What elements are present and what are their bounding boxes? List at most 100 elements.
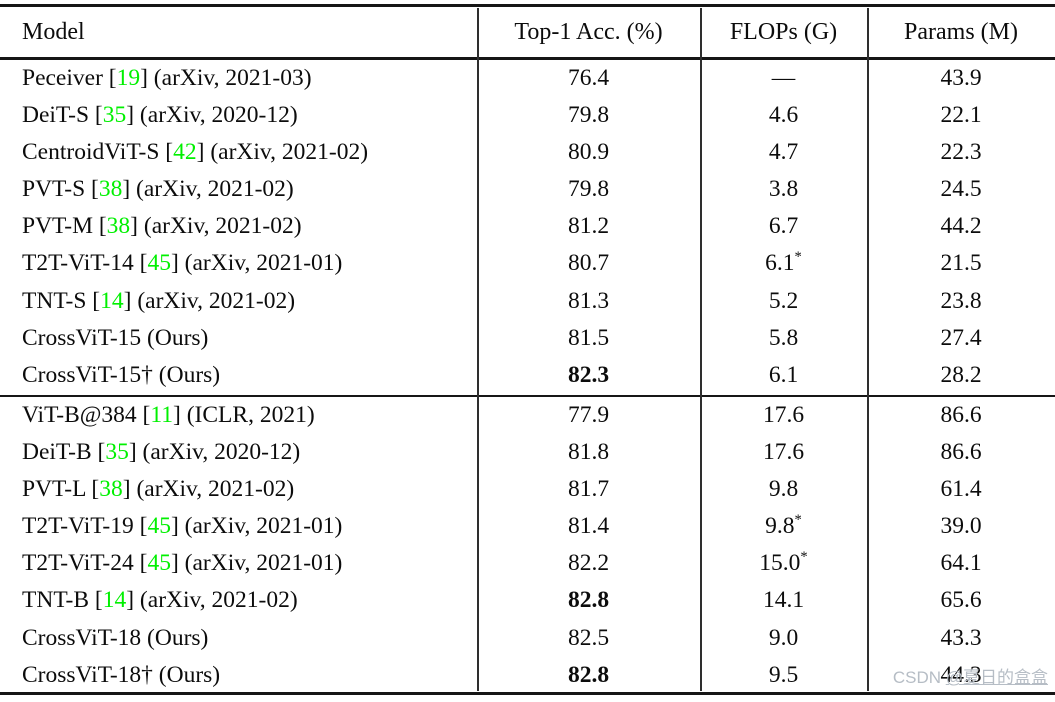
top1-acc-cell: 77.9 — [477, 397, 700, 434]
table-row: CrossViT-15† (Ours) 82.3 6.1 28.2 — [0, 357, 1055, 394]
model-name: CentroidViT-S [ — [22, 138, 174, 165]
params-cell: 61.4 — [867, 471, 1055, 508]
flops-cell: 9.0 — [700, 620, 867, 657]
top1-acc-value: 81.5 — [567, 324, 610, 351]
model-name: DeiT-S [ — [22, 101, 103, 128]
top1-acc-cell: 81.5 — [477, 320, 700, 357]
top1-acc-cell: 81.7 — [477, 471, 700, 508]
flops-cell: 6.1* — [700, 245, 867, 282]
flops-value: 4.7 — [768, 138, 799, 165]
flops-value: 9.5 — [768, 661, 799, 688]
params-value: 43.9 — [940, 64, 982, 91]
top1-acc-cell: 82.2 — [477, 545, 700, 582]
flops-cell: 9.8 — [700, 471, 867, 508]
flops-value: 5.8 — [768, 324, 799, 351]
top1-acc-value: 82.8 — [567, 587, 610, 614]
params-cell: 22.1 — [867, 97, 1055, 134]
model-name-suffix: ] (arXiv, 2021-01) — [170, 550, 343, 577]
citation-number: 45 — [147, 550, 171, 577]
table-row: CentroidViT-S [42] (arXiv, 2021-02) 80.9… — [0, 134, 1055, 171]
citation-number: 19 — [116, 64, 141, 91]
flops-value: 3.8 — [768, 176, 799, 203]
model-name: Peceiver [ — [22, 64, 117, 91]
table-top-rule — [0, 4, 1055, 7]
flops-cell: 9.8* — [700, 508, 867, 545]
params-cell: 24.5 — [867, 171, 1055, 208]
column-header-flops: FLOPs (G) — [729, 19, 838, 45]
top1-acc-value: 82.8 — [567, 661, 610, 688]
model-name: PVT-L [ — [22, 475, 100, 502]
flops-asterisk: * — [800, 549, 808, 566]
table-row: CrossViT-18 (Ours) 82.5 9.0 43.3 — [0, 620, 1055, 657]
model-name-suffix: ] (arXiv, 2021-02) — [126, 587, 298, 614]
flops-value: 6.7 — [768, 213, 799, 240]
top1-acc-value: 76.4 — [567, 64, 610, 91]
table-row: T2T-ViT-24 [45] (arXiv, 2021-01) 82.2 15… — [0, 545, 1055, 582]
top1-acc-cell: 80.7 — [477, 245, 700, 282]
params-cell: 28.2 — [867, 357, 1055, 394]
flops-cell: 9.5 — [700, 657, 867, 694]
flops-cell: 17.6 — [700, 434, 867, 471]
flops-value: 4.6 — [768, 101, 799, 128]
flops-cell: 6.7 — [700, 208, 867, 245]
model-name-suffix: ] (arXiv, 2020-12) — [128, 438, 301, 465]
csdn-watermark: CSDN @夏日的盒盒 — [893, 667, 1048, 689]
table-bottom-rule — [0, 691, 1055, 695]
model-cell: PVT-M [38] (arXiv, 2021-02) — [0, 208, 477, 245]
flops-asterisk: * — [794, 249, 802, 266]
top1-acc-cell: 79.8 — [477, 97, 700, 134]
params-cell: 22.3 — [867, 134, 1055, 171]
model-cell: DeiT-S [35] (arXiv, 2020-12) — [0, 97, 477, 134]
model-name-suffix: ] (ICLR, 2021) — [173, 401, 315, 428]
params-cell: 44.2 — [867, 208, 1055, 245]
table-row: T2T-ViT-14 [45] (arXiv, 2021-01) 80.7 6.… — [0, 245, 1055, 282]
flops-cell: 5.2 — [700, 283, 867, 320]
params-cell: 65.6 — [867, 582, 1055, 619]
column-divider-model-acc — [477, 8, 479, 691]
top1-acc-cell: 82.5 — [477, 620, 700, 657]
model-name: ViT-B@384 [ — [22, 401, 151, 428]
top1-acc-value: 81.8 — [567, 438, 610, 465]
citation-number: 14 — [102, 587, 127, 614]
params-value: 64.1 — [940, 550, 982, 577]
params-value: 86.6 — [940, 401, 982, 428]
top1-acc-value: 77.9 — [567, 401, 610, 428]
watermark-site-label: CSDN — [892, 668, 946, 687]
flops-value: — — [771, 64, 796, 91]
citation-number: 14 — [100, 287, 124, 314]
params-value: 23.8 — [940, 287, 982, 314]
table-row: CrossViT-15 (Ours) 81.5 5.8 27.4 — [0, 320, 1055, 357]
table-row: DeiT-S [35] (arXiv, 2020-12) 79.8 4.6 22… — [0, 97, 1055, 134]
params-value: 43.3 — [940, 624, 982, 651]
params-cell: 43.3 — [867, 620, 1055, 657]
flops-cell: 6.1 — [700, 357, 867, 394]
model-name: T2T-ViT-24 [ — [22, 550, 148, 577]
top1-acc-value: 81.4 — [567, 513, 610, 540]
top1-acc-cell: 76.4 — [477, 60, 700, 97]
model-name: PVT-M [ — [22, 213, 107, 240]
model-name-suffix: ] (arXiv, 2021-02) — [122, 176, 294, 203]
model-name-suffix: ] (arXiv, 2021-01) — [170, 250, 343, 277]
citation-number: 38 — [106, 213, 131, 240]
table-row: PVT-M [38] (arXiv, 2021-02) 81.2 6.7 44.… — [0, 208, 1055, 245]
top1-acc-value: 79.8 — [567, 176, 610, 203]
model-cell: PVT-S [38] (arXiv, 2021-02) — [0, 171, 477, 208]
model-name-suffix: ] (arXiv, 2020-12) — [126, 101, 298, 128]
model-name: T2T-ViT-19 [ — [22, 513, 148, 540]
top1-acc-value: 82.2 — [567, 550, 610, 577]
params-cell: 21.5 — [867, 245, 1055, 282]
table-group-small-models: Peceiver [19] (arXiv, 2021-03) 76.4 — 43… — [0, 60, 1055, 395]
params-cell: 64.1 — [867, 545, 1055, 582]
table-row: TNT-S [14] (arXiv, 2021-02) 81.3 5.2 23.… — [0, 283, 1055, 320]
citation-number: 11 — [150, 401, 174, 428]
model-cell: TNT-S [14] (arXiv, 2021-02) — [0, 283, 477, 320]
model-name: TNT-B [ — [22, 587, 103, 614]
params-cell: 39.0 — [867, 508, 1055, 545]
flops-value: 9.8 — [768, 475, 799, 502]
top1-acc-cell: 82.8 — [477, 657, 700, 694]
model-name-suffix: ] (arXiv, 2021-02) — [196, 138, 369, 165]
params-value: 39.0 — [940, 513, 982, 540]
model-name: CrossViT-15† (Ours) — [22, 362, 221, 388]
flops-cell: — — [700, 60, 867, 97]
